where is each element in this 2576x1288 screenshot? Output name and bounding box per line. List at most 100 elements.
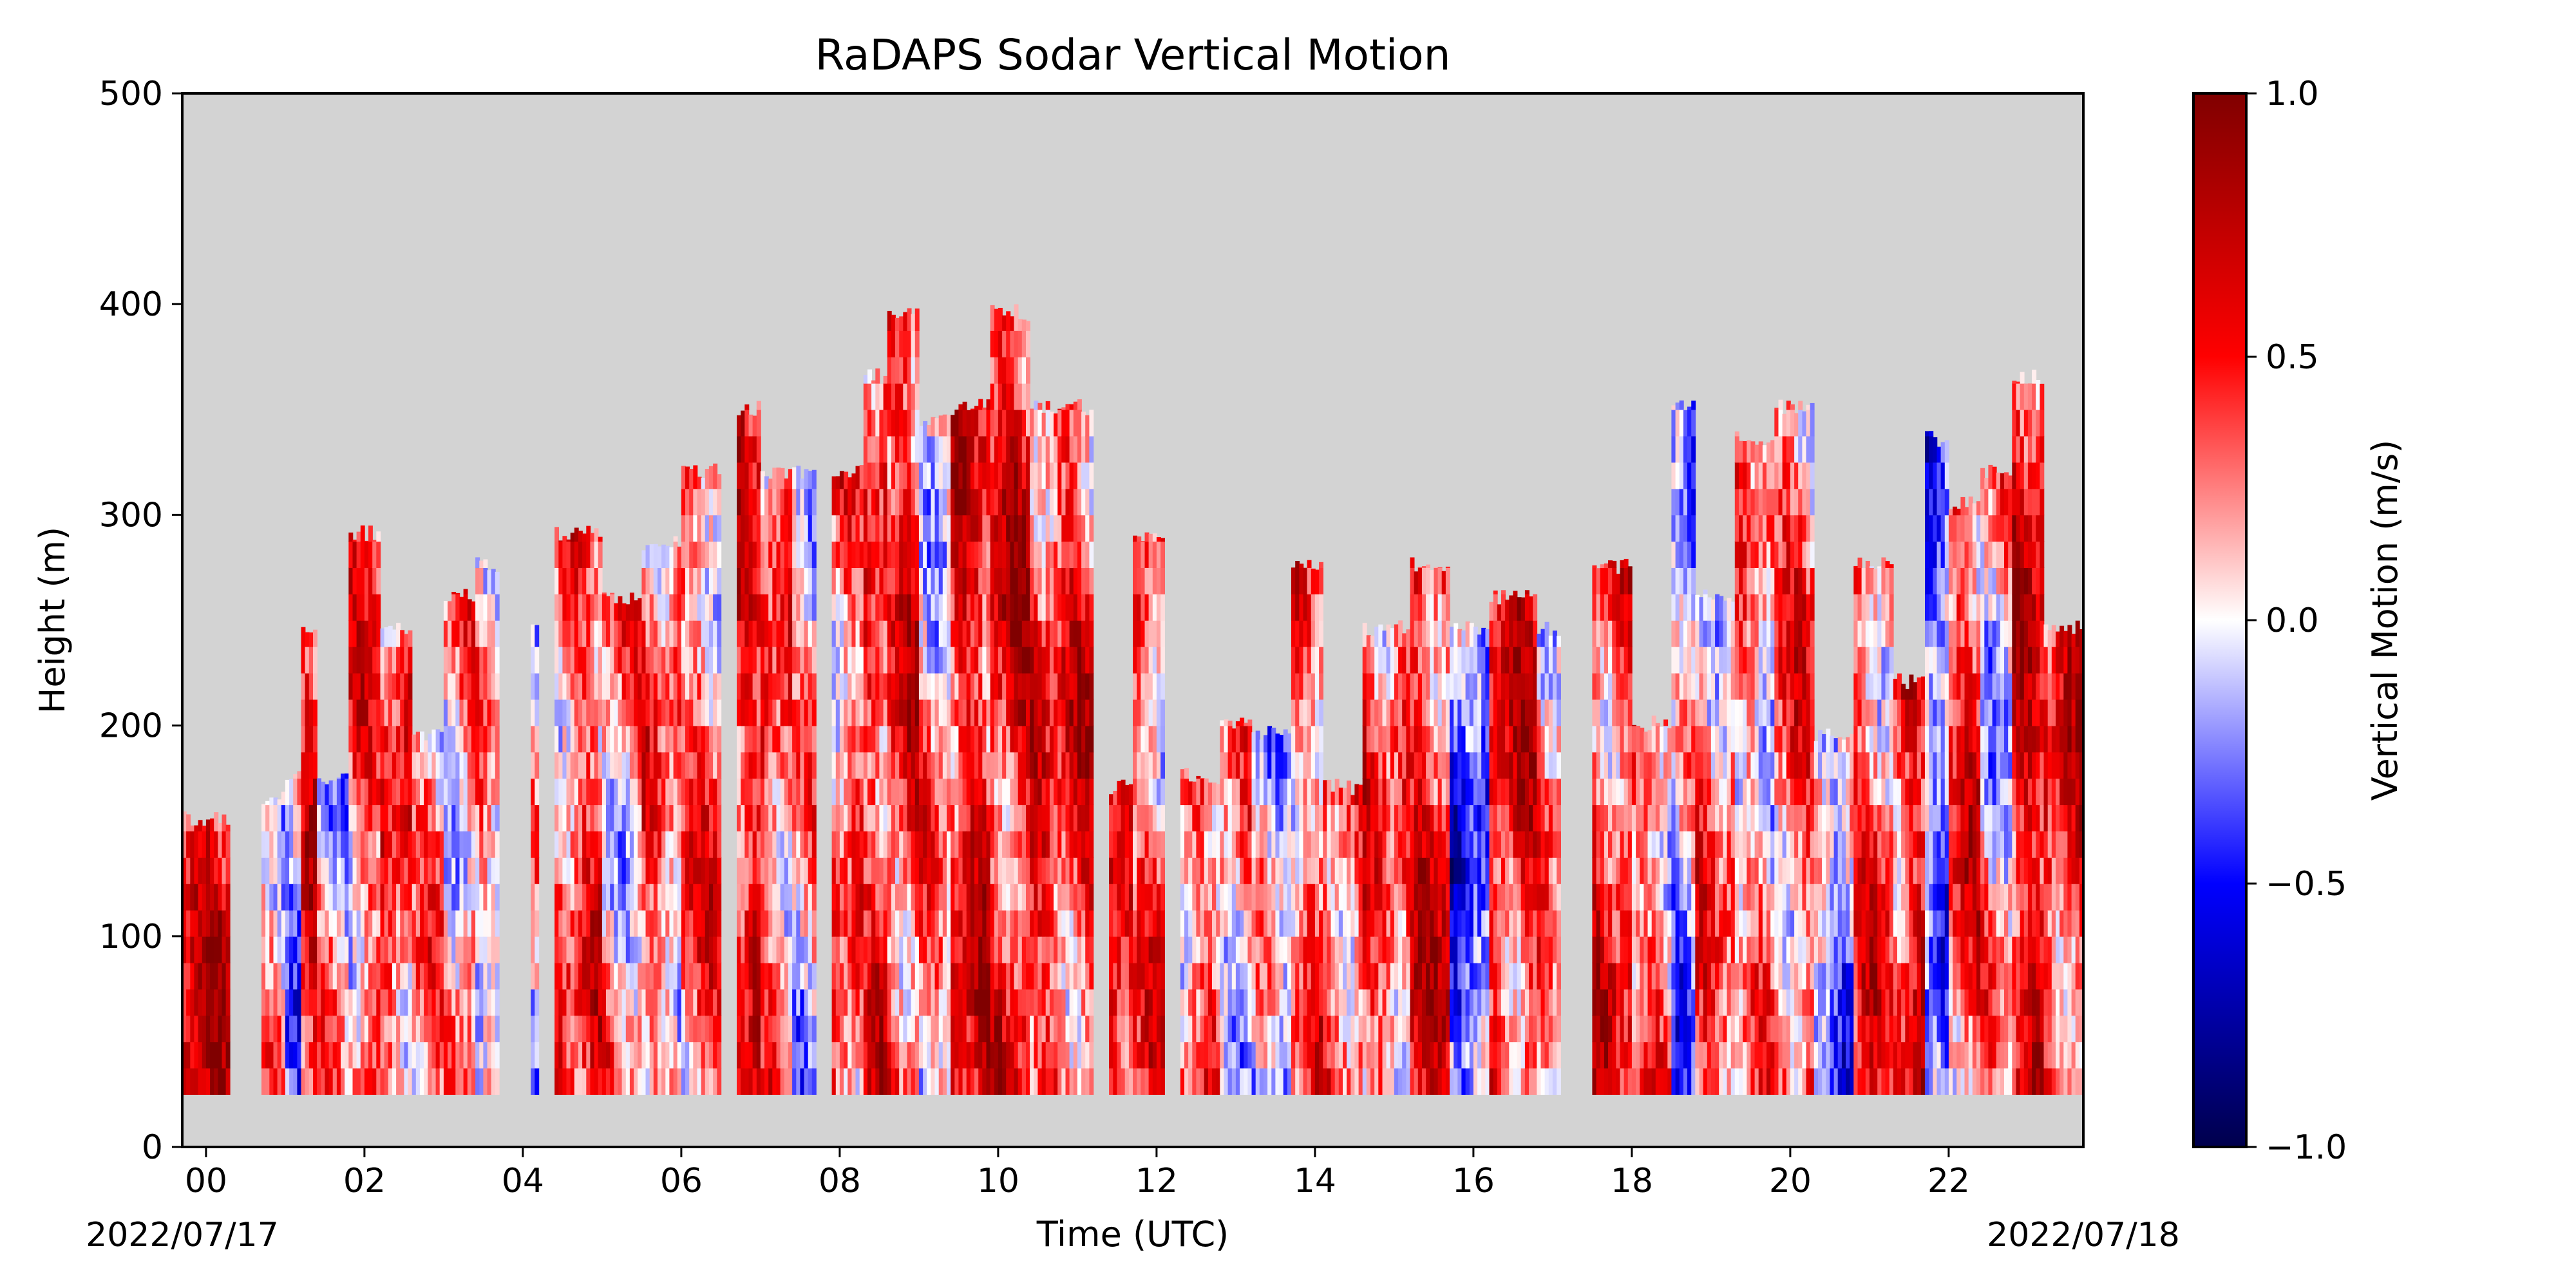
heat-cell [1152,857,1157,884]
heat-cell [772,778,777,806]
heat-cell [621,672,627,700]
heat-cell [891,357,896,384]
profile-block [918,414,951,1095]
heat-cell [1216,1068,1221,1095]
heat-cell [297,936,302,963]
heat-cell [448,752,452,779]
heat-cell [218,857,223,884]
heat-cell [1081,488,1086,516]
heat-cell [737,415,741,437]
heat-cell [415,831,421,858]
heat-cell [1220,1068,1225,1095]
heat-cell [301,989,306,1016]
heat-cell [629,672,634,700]
heat-cell [867,962,872,990]
heat-cell [760,488,765,516]
heat-cell [1247,936,1253,963]
heat-cell [570,567,575,594]
heat-cell [764,476,769,489]
heat-cell [1192,1068,1197,1095]
heat-cell [1133,936,1137,963]
heat-cell [1152,1041,1157,1069]
heat-cell [934,804,940,831]
heat-cell [931,884,936,911]
heat-cell [574,936,579,963]
heat-cell [336,1015,341,1043]
heat-cell [942,778,947,806]
heat-cell [621,752,627,779]
heat-cell [990,725,995,753]
heat-cell [475,1015,480,1043]
heat-cell [435,778,440,806]
heat-cell [681,752,686,779]
heat-cell [776,962,781,990]
heat-cell [325,1015,330,1043]
heat-cell [748,515,753,542]
heat-cell [535,1068,540,1095]
heat-cell [451,936,457,963]
heat-cell [1057,884,1063,911]
heat-cell [800,778,805,806]
heat-cell [1160,857,1165,884]
heat-cell [1137,1015,1142,1043]
heat-cell [871,594,876,621]
heat-cell [883,1068,888,1095]
heat-cell [788,778,793,806]
heat-cell [328,857,334,884]
heat-cell [737,752,741,779]
heat-cell [891,909,896,937]
heat-cell [345,831,350,858]
heat-cell [990,1015,995,1043]
heat-cell [1220,962,1225,990]
heat-cell [784,515,789,542]
heat-cell [1049,936,1054,963]
heat-cell [1141,699,1146,726]
heat-cell [701,515,706,542]
profile-block [831,465,864,1095]
heat-cell [1014,752,1019,779]
heat-cell [1021,909,1027,937]
heat-cell [1279,1015,1284,1043]
heat-cell [634,936,638,963]
heat-cell [788,1015,793,1043]
heat-cell [376,646,381,674]
heat-cell [748,936,753,963]
heat-cell [883,383,888,410]
heat-cell [705,488,710,516]
heat-cell [621,1015,627,1043]
heat-cell [638,804,643,831]
heat-cell [372,936,377,963]
heat-cell [1231,884,1236,911]
heat-cell [1160,804,1165,831]
heat-cell [653,909,658,937]
heat-cell [1030,1068,1035,1095]
heat-cell [772,567,777,594]
heat-cell [1271,989,1276,1016]
heat-cell [796,699,801,726]
heat-cell [951,909,956,937]
heat-cell [978,962,983,990]
heat-cell [907,936,912,963]
heat-cell [352,778,357,806]
heat-cell [289,884,294,911]
heat-cell [388,804,393,831]
heat-cell [610,989,615,1016]
heat-cell [574,567,579,594]
heat-cell [689,488,694,516]
heat-cell [970,804,975,831]
heat-cell [986,409,991,437]
heat-cell [475,909,480,937]
heat-cell [891,541,896,568]
heat-cell [697,1068,702,1095]
heat-cell [614,936,619,963]
heat-cell [669,778,674,806]
heat-cell [562,831,567,858]
heat-cell [752,594,757,621]
heat-cell [792,567,797,594]
heat-cell [848,488,853,516]
heat-cell [685,857,690,884]
heat-cell [336,1068,341,1095]
heat-cell [796,567,801,594]
heat-cell [281,989,286,1016]
heat-cell [360,1068,365,1095]
